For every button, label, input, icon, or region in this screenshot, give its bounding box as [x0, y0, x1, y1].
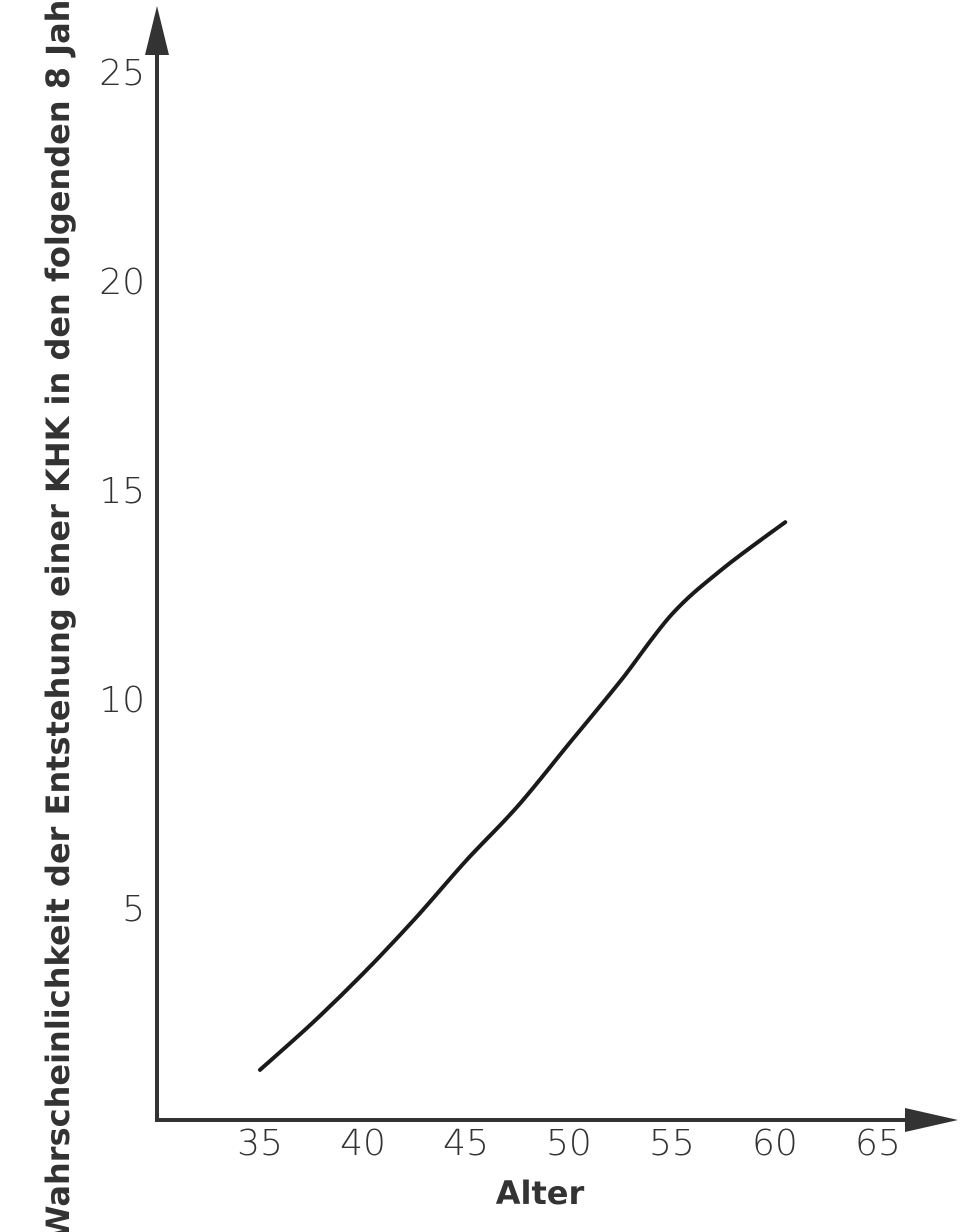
y-axis-title: Wahrscheinlichkeit der Entstehung einer … [39, 0, 77, 1232]
y-tick-label: 25 [99, 53, 145, 94]
x-tick-label: 55 [649, 1123, 695, 1164]
y-tick-label: 15 [99, 471, 145, 512]
x-tick-label: 65 [855, 1123, 901, 1164]
x-tick-label: 60 [752, 1123, 798, 1164]
x-tick-label: 45 [443, 1123, 489, 1164]
x-axis-title: Alter [496, 1174, 585, 1212]
line [257, 520, 788, 1072]
y-tick-label: 5 [122, 889, 145, 930]
y-tick-label: 20 [99, 262, 145, 303]
x-tick-label: 50 [546, 1123, 592, 1164]
x-tick-label: 40 [340, 1123, 386, 1164]
x-axis-arrow [905, 1108, 958, 1132]
x-tick-label: 35 [237, 1123, 283, 1164]
y-tick-label: 10 [99, 680, 145, 721]
y-axis-arrow [145, 6, 169, 55]
